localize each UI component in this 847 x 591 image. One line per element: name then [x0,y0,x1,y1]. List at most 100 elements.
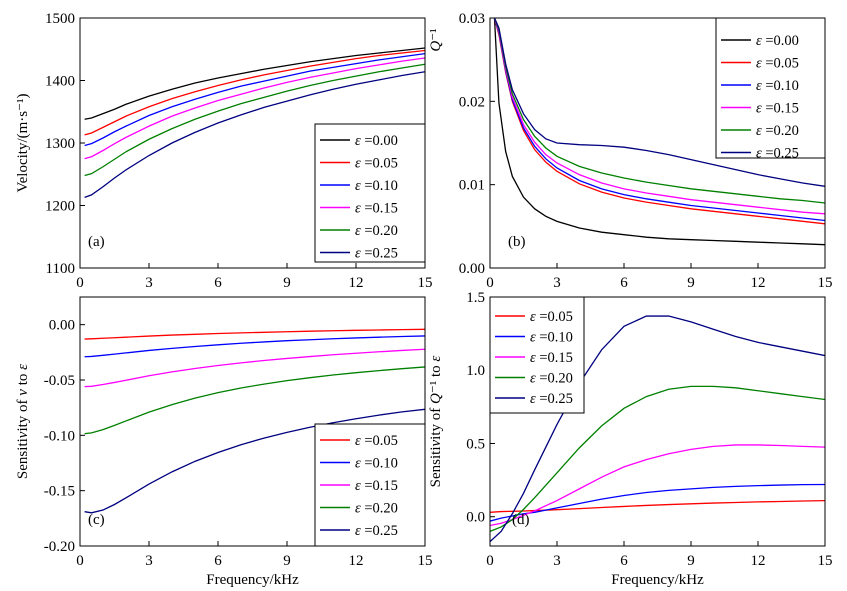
x-tick-label-c-1: 3 [145,553,153,569]
series-line-a-2 [84,52,425,147]
panel-label-c: (c) [88,512,105,528]
x-tick-label-b-5: 15 [818,275,833,291]
x-tick-label-c-5: 15 [418,553,433,569]
series-line-a-3 [84,57,425,160]
legend-label-a-0: ε =0.00 [355,133,398,149]
series-line-a-5 [84,71,425,198]
series-line-c-1 [84,335,425,358]
x-tick-label-d-2: 6 [620,553,628,569]
y-tick-label-b-3: 0.03 [459,11,485,27]
x-tick-label-d-1: 3 [553,553,561,569]
legend-a: ε =0.00 ε =0.05 ε =0.10 ε =0.15 ε =0.20 ε =0.… [314,123,426,263]
legend-label-b-2: ε =0.10 [756,78,799,94]
legend-label-c-1: ε =0.10 [355,456,398,472]
legend-label-c-2: ε =0.15 [355,478,398,494]
plot-frame-d [489,296,826,547]
series-line-d-3 [490,385,825,532]
series-line-c-0 [84,328,425,340]
legend-label-a-5: ε =0.25 [355,246,398,262]
legend-label-b-3: ε =0.15 [756,101,799,117]
y-tick-label-a-2: 1300 [45,136,75,152]
x-axis-label-d: Frequency/kHz [611,572,704,588]
legend-label-d-3: ε =0.20 [530,371,573,387]
y-tick-label-b-2: 0.02 [459,94,485,110]
legend-label-b-0: ε =0.00 [756,33,799,49]
legend-label-a-3: ε =0.15 [355,201,398,217]
legend-label-b-5: ε =0.25 [756,146,799,162]
x-tick-label-a-2: 6 [214,275,222,291]
legend-label-a-4: ε =0.20 [355,223,398,239]
series-line-b-4 [493,18,825,204]
y-tick-label-d-3: 1.5 [466,290,485,306]
series-line-c-4 [84,408,425,514]
x-tick-label-b-4: 12 [751,275,766,291]
panel-label-d: (d) [512,512,530,528]
y-tick-label-b-0: 0.00 [459,261,485,277]
x-tick-label-b-3: 9 [687,275,695,291]
series-line-d-2 [490,444,825,527]
panel-d: 0 3 6 9 12 15 0.0 0.5 1.0 1.5 Frequency/kHz Sensiti… [428,290,833,588]
y-axis-label-b: Q⁻¹ [428,28,444,51]
legend-label-d-1: ε =0.10 [530,330,573,346]
series-line-b-1 [493,18,825,225]
y-tick-label-a-3: 1400 [45,74,75,90]
y-axis-label-c: Sensitivity of v to ε [15,364,31,479]
x-tick-label-d-4: 12 [751,553,766,569]
series-line-c-3 [84,366,425,435]
legend-label-d-2: ε =0.15 [530,350,573,366]
x-tick-label-a-0: 0 [76,275,84,291]
y-axis-label-d: Sensitivity of Q⁻¹ to ε [428,356,444,488]
legend-label-d-4: ε =0.25 [530,391,573,407]
legend-label-d-0: ε =0.05 [530,309,573,325]
legend-d: ε =0.05 ε =0.10 ε =0.15 ε =0.20 ε =0.25 [489,296,585,414]
y-axis-label-a: Velocity/(m·s⁻¹) [15,93,31,192]
x-tick-label-a-5: 15 [418,275,433,291]
panel-label-a: (a) [88,234,105,250]
legend-label-a-1: ε =0.05 [355,156,398,172]
legend-label-a-2: ε =0.10 [355,178,398,194]
series-line-c-2 [84,348,425,388]
x-tick-label-b-0: 0 [486,275,494,291]
legend-c: ε =0.05 ε =0.10 ε =0.15 ε =0.20 ε =0.25 [314,423,426,547]
series-line-b-3 [493,18,825,215]
panel-c: 0 3 6 9 12 15 -0.20 -0.15 -0.10 -0.05 0.00 Frequenc… [15,296,433,588]
y-tick-label-c-0: -0.20 [44,539,75,555]
series-line-a-0 [84,47,425,120]
y-tick-label-d-1: 0.5 [466,436,485,452]
y-tick-label-c-4: 0.00 [49,318,75,334]
x-tick-label-a-3: 9 [283,275,291,291]
panel-b: 0 3 6 9 12 15 0.00 0.01 0.02 0.03 Q⁻¹ (b) ε =0.00 ε =… [428,11,833,291]
x-tick-label-b-2: 6 [620,275,628,291]
x-tick-label-c-0: 0 [76,553,84,569]
series-line-b-5 [493,18,825,187]
y-tick-label-c-1: -0.15 [44,484,75,500]
x-tick-label-b-1: 3 [553,275,561,291]
x-axis-label-c: Frequency/kHz [206,572,299,588]
legend-label-b-4: ε =0.20 [756,123,799,139]
series-line-d-1 [490,483,825,522]
legend-box-a [314,123,426,263]
y-tick-label-a-1: 1200 [45,199,75,215]
series-line-a-4 [84,63,425,177]
x-tick-label-c-3: 9 [283,553,291,569]
x-tick-label-a-1: 3 [145,275,153,291]
plot-frame-c [79,296,426,547]
x-tick-label-a-4: 12 [349,275,364,291]
legend-label-c-0: ε =0.05 [355,433,398,449]
panel-a: 0 3 6 9 12 15 1100 1200 1300 1400 1500 Velocity/(m·… [15,11,433,291]
legend-label-c-3: ε =0.20 [355,501,398,517]
series-line-d-4 [490,315,825,543]
series-line-b-0 [493,18,825,246]
y-tick-label-b-1: 0.01 [459,178,485,194]
legend-box-b [715,17,826,159]
x-tick-label-d-0: 0 [486,553,494,569]
x-tick-label-d-5: 15 [818,553,833,569]
y-tick-label-c-3: -0.05 [44,373,75,389]
legend-label-c-4: ε =0.25 [355,523,398,539]
x-tick-label-d-3: 9 [687,553,695,569]
y-tick-label-a-4: 1500 [45,11,75,27]
x-tick-label-c-2: 6 [214,553,222,569]
panel-label-b: (b) [508,234,526,250]
series-line-b-2 [493,18,825,222]
